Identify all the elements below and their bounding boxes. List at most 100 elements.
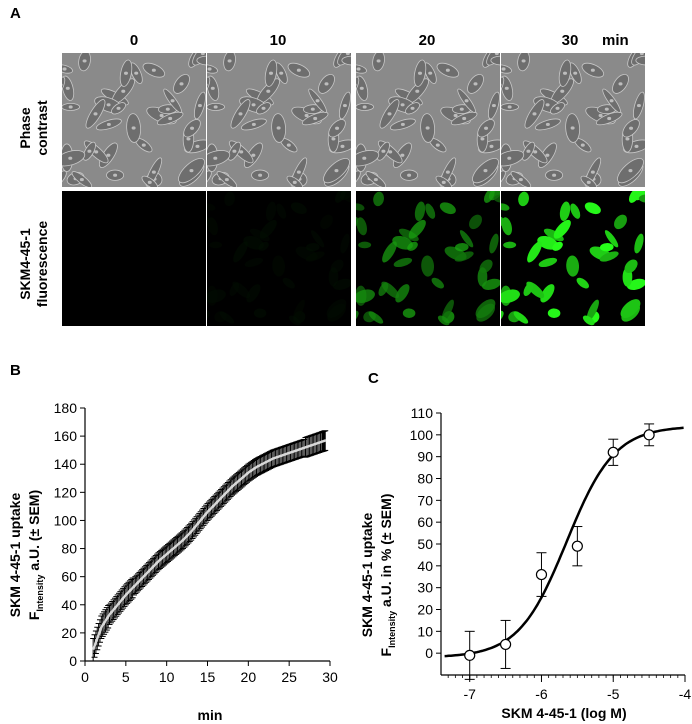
fluorescent-cell xyxy=(207,289,226,303)
phase-cell-nucleus xyxy=(68,105,73,109)
phase-cell-nucleus xyxy=(507,156,512,160)
phase-cell-halo xyxy=(223,53,236,72)
fluorescent-cell xyxy=(276,203,287,219)
fluorescent-cell xyxy=(358,241,372,249)
fluorescent-cell xyxy=(518,191,529,207)
phase-cell-halo xyxy=(522,140,548,164)
y-tick-label: 70 xyxy=(417,492,433,508)
y-tick-label: 180 xyxy=(54,400,78,416)
fluorescent-cell xyxy=(421,255,435,277)
fluorescence-image-30 xyxy=(501,191,645,326)
phase-cell-halo xyxy=(129,62,143,84)
phase-cell-halo xyxy=(486,53,500,66)
phase-cell-nucleus xyxy=(435,143,440,147)
chart-c: 0 10 20 30 40 50 60 70 80 90 100 110 -7 -6 -5 -4 SKM 4-… xyxy=(359,405,691,721)
ylabel-f: F xyxy=(378,647,394,656)
fluorescent-cell xyxy=(402,308,416,318)
fluorescent-cell xyxy=(634,233,644,254)
phase-cell-halo xyxy=(301,111,329,126)
phase-cell-body xyxy=(501,77,504,93)
fluorescent-cell xyxy=(290,202,307,215)
phase-cell-halo xyxy=(356,102,374,111)
phase-cell-halo xyxy=(488,91,500,120)
phase-cell-nucleus xyxy=(340,144,345,148)
phase-cell-halo xyxy=(457,88,476,113)
phase-cell-nucleus xyxy=(570,126,575,130)
phase-cell-halo xyxy=(558,59,572,87)
phase-cell-body xyxy=(635,56,645,66)
phase-cell-nucleus xyxy=(464,99,469,103)
fluorescent-cell xyxy=(469,214,482,230)
phase-cell-nucleus xyxy=(462,116,467,121)
phase-cell-nucleus xyxy=(480,137,485,141)
phase-cell-nucleus xyxy=(116,106,121,110)
phase-cell-nucleus xyxy=(545,153,550,157)
phase-cell-halo xyxy=(308,88,327,113)
phase-cell-nucleus xyxy=(356,67,361,71)
phase-cell-halo xyxy=(517,53,530,72)
phase-cell-halo xyxy=(207,75,220,101)
phase-cell-nucleus xyxy=(87,149,92,153)
fluorescent-cell xyxy=(599,251,619,262)
phase-cell-nucleus xyxy=(634,144,639,148)
fluorescent-cell xyxy=(339,191,351,201)
phase-cell-halo xyxy=(477,119,495,138)
phase-cell-nucleus xyxy=(82,59,87,63)
phase-cell-halo xyxy=(467,73,484,94)
ylabel-rest: a.U. (± SEM) xyxy=(26,490,42,575)
phase-cell-nucleus xyxy=(362,156,367,160)
phase-cell-nucleus xyxy=(251,103,256,107)
phase-cell-nucleus xyxy=(410,106,415,110)
x-tick-label: 20 xyxy=(241,669,257,685)
fluorescent-cell xyxy=(378,282,389,296)
fluorescent-cell xyxy=(356,217,359,229)
fluorescent-cell xyxy=(373,191,384,207)
phase-cell-nucleus xyxy=(269,71,274,75)
phase-cell-halo xyxy=(584,157,602,187)
phase-cell-nucleus xyxy=(400,122,405,127)
phase-cell-nucleus xyxy=(276,126,281,130)
phase-cell-nucleus xyxy=(532,112,537,116)
chart-c-xlabel: SKM 4-45-1 (log M) xyxy=(501,705,626,721)
fluorescent-cell xyxy=(570,203,581,219)
chart-c-ylabel-line2: FIntensity a.U. in % (± SEM) xyxy=(378,494,397,657)
fluorescent-cell xyxy=(454,243,469,252)
phase-cell-nucleus xyxy=(545,103,550,107)
fluorescent-cell xyxy=(305,243,320,252)
phase-cell-halo xyxy=(365,171,387,187)
phase-cell-nucleus xyxy=(494,53,499,56)
x-tick-label: 25 xyxy=(281,669,297,685)
phase-cell-nucleus xyxy=(186,137,191,141)
ylabel-rest: a.U. in % (± SEM) xyxy=(378,494,394,611)
chart-c-ylabel-line1: SKM 4-45-1 uptake xyxy=(359,513,375,638)
panel-a-letter: A xyxy=(10,5,21,22)
phase-cell-halo xyxy=(173,73,190,94)
fluorescent-cell xyxy=(356,289,375,303)
phase-cell-nucleus xyxy=(418,71,423,75)
phase-cell-halo xyxy=(126,113,141,143)
phase-cell-nucleus xyxy=(387,112,392,116)
phase-cell-halo xyxy=(501,75,514,101)
phase-cell-halo xyxy=(207,76,211,93)
fluorescent-cell xyxy=(207,285,218,306)
fluorescent-cell xyxy=(513,311,529,324)
phase-cell-nucleus xyxy=(586,180,591,185)
fluorescent-cell xyxy=(327,303,347,322)
phase-cell-halo xyxy=(145,157,163,187)
y-tick-label: 0 xyxy=(69,653,77,669)
phase-cell-nucleus xyxy=(526,149,531,153)
phase-cell-halo xyxy=(623,139,645,154)
data-point xyxy=(607,446,619,458)
phase-cell-nucleus xyxy=(65,86,70,90)
phase-cell-nucleus xyxy=(590,170,595,174)
phase-cell-nucleus xyxy=(286,143,291,147)
phase-cell-halo xyxy=(510,171,532,187)
phase-cell-halo xyxy=(71,171,93,187)
fluorescent-cell xyxy=(527,241,542,263)
phase-cell-halo xyxy=(379,99,400,129)
phase-cell-halo xyxy=(271,113,286,143)
phase-image-30 xyxy=(501,53,645,187)
fluorescent-cell xyxy=(441,299,454,321)
fluorescent-cell xyxy=(253,308,267,318)
phase-cell-nucleus xyxy=(62,67,67,71)
